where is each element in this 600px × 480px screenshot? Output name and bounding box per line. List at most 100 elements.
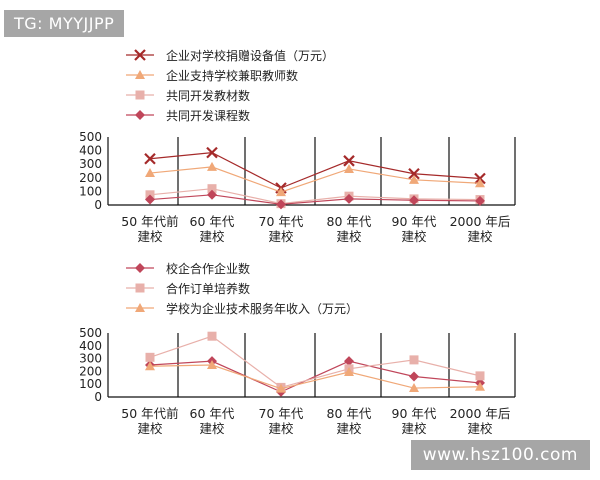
- series-line: [149, 364, 481, 390]
- data-point: [207, 360, 217, 369]
- watermark-bottom: www.hsz100.com: [410, 440, 590, 470]
- legend-entry-1: 校企合作企业数: [126, 261, 250, 276]
- x-tick-label-line2: 建校: [137, 421, 163, 436]
- data-point: [409, 371, 419, 382]
- y-tick-label: 0: [94, 390, 102, 404]
- series-4: [145, 189, 485, 210]
- y-tick-label: 200: [79, 364, 102, 378]
- series-line: [149, 335, 481, 389]
- y-tick-label: 0: [94, 198, 102, 212]
- data-point: [207, 189, 217, 200]
- x-tick-label-line2: 建校: [401, 229, 427, 244]
- y-tick-label: 100: [79, 377, 102, 391]
- data-point: [475, 381, 485, 391]
- series-line: [149, 166, 481, 193]
- legend-label: 共同开发课程数: [166, 108, 250, 123]
- series-line: [149, 360, 481, 393]
- data-point: [276, 187, 286, 197]
- data-point: [475, 371, 485, 381]
- y-tick-label: 500: [79, 130, 102, 144]
- x-tick-label-line2: 建校: [268, 421, 294, 436]
- x-tick-label: 50 年代前: [121, 406, 178, 421]
- y-tick-label: 400: [79, 144, 102, 158]
- legend-label: 企业支持学校兼职教师数: [166, 68, 298, 83]
- data-point: [207, 184, 217, 194]
- watermark-top: TG: MYYJJPP: [4, 10, 125, 37]
- x-tick-label-line2: 建校: [336, 421, 362, 436]
- x-tick-label: 70 年代: [259, 406, 304, 421]
- y-tick-label: 400: [79, 339, 102, 353]
- legend-entry-3: 共同开发教材数: [126, 88, 250, 103]
- data-point-b: [144, 152, 156, 165]
- data-point: [409, 355, 419, 365]
- y-tick-label: 300: [79, 352, 102, 366]
- legend-marker: [135, 90, 145, 100]
- data-point: [145, 361, 155, 371]
- x-tick-label-line2: 建校: [268, 229, 294, 244]
- series-line: [149, 194, 481, 205]
- data-point: [344, 163, 354, 173]
- data-point: [276, 199, 286, 210]
- x-tick-label-line2: 建校: [336, 229, 362, 244]
- data-point: [475, 195, 485, 206]
- legend-marker: [135, 303, 145, 312]
- x-tick-label: 90 年代: [392, 406, 437, 421]
- data-point: [145, 194, 155, 205]
- data-point: [344, 367, 354, 377]
- x-tick-label: 70 年代: [259, 214, 304, 229]
- y-tick-label: 300: [79, 157, 102, 171]
- data-point: [475, 178, 485, 188]
- series-1: [144, 146, 486, 194]
- data-point-b: [206, 146, 218, 159]
- legend-entry-2: 合作订单培养数: [126, 281, 250, 296]
- data-point: [409, 195, 419, 206]
- x-tick-label: 80 年代: [327, 406, 372, 421]
- legend-marker: [135, 70, 145, 79]
- data-point: [276, 383, 286, 393]
- data-point: [207, 331, 217, 341]
- x-tick-label: 2000 年后: [450, 406, 511, 421]
- legend-label: 学校为企业技术服务年收入（万元）: [166, 301, 358, 316]
- x-tick-label-line2: 建校: [401, 421, 427, 436]
- x-tick-label: 60 年代: [190, 214, 235, 229]
- data-point: [145, 352, 155, 362]
- legend-marker: [135, 263, 145, 273]
- data-point: [409, 174, 419, 184]
- series-3: [145, 360, 485, 393]
- legend-label: 合作订单培养数: [166, 281, 250, 296]
- series-line: [149, 152, 481, 189]
- y-tick-label: 100: [79, 184, 102, 198]
- legend-label: 企业对学校捐赠设备值（万元）: [166, 48, 334, 63]
- x-tick-label-line2: 建校: [467, 421, 493, 436]
- legend-entry-3: 学校为企业技术服务年收入（万元）: [126, 301, 358, 316]
- legend-marker-b: [134, 49, 146, 61]
- y-tick-label: 500: [79, 326, 102, 340]
- series-2: [145, 161, 485, 197]
- data-point: [409, 383, 419, 393]
- data-point: [145, 168, 155, 178]
- x-tick-label: 80 年代: [327, 214, 372, 229]
- data-point: [344, 193, 354, 204]
- x-tick-label-line2: 建校: [137, 229, 163, 244]
- data-point: [207, 161, 217, 171]
- x-tick-label: 60 年代: [190, 406, 235, 421]
- legend-marker: [135, 283, 145, 293]
- legend-label: 共同开发教材数: [166, 88, 250, 103]
- data-point-b: [343, 155, 355, 167]
- legend-entry-1: 企业对学校捐赠设备值（万元）: [126, 48, 334, 63]
- x-tick-label: 2000 年后: [450, 214, 511, 229]
- x-tick-label: 90 年代: [392, 214, 437, 229]
- series-line: [149, 188, 481, 205]
- legend-entry-2: 企业支持学校兼职教师数: [126, 68, 298, 83]
- legend-entry-4: 共同开发课程数: [126, 108, 250, 123]
- data-point-b: [408, 167, 420, 180]
- legend-marker: [135, 110, 145, 120]
- x-tick-label-line2: 建校: [467, 229, 493, 244]
- data-point: [344, 356, 354, 367]
- y-tick-label: 200: [79, 171, 102, 185]
- legend-label: 校企合作企业数: [166, 261, 250, 276]
- x-tick-label-line2: 建校: [199, 421, 225, 436]
